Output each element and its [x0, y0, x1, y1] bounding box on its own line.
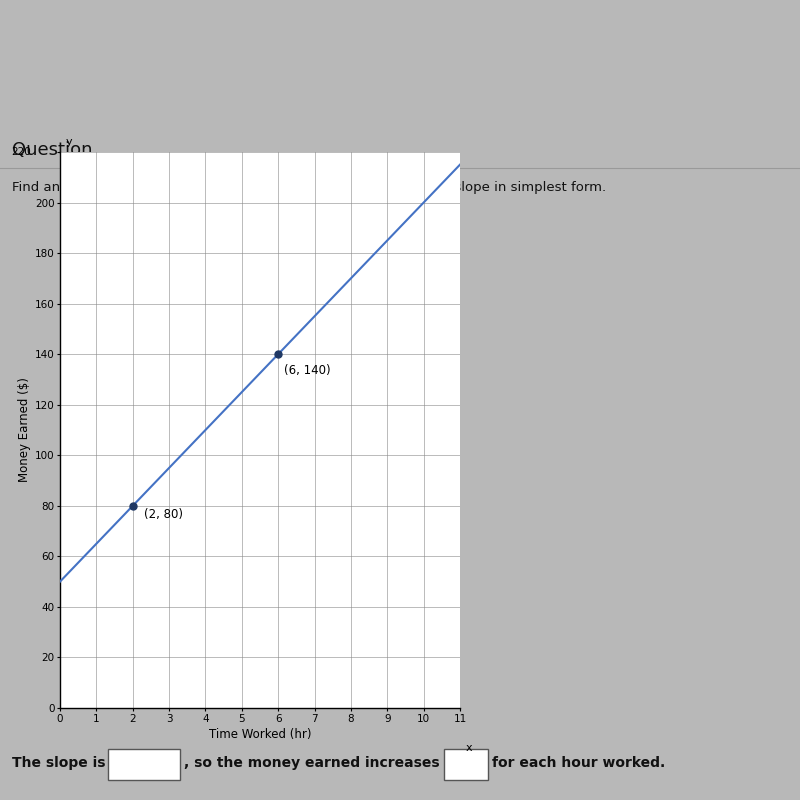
Text: Question: Question [12, 141, 93, 159]
FancyBboxPatch shape [444, 750, 488, 780]
Text: Find and interpret the slope for the real-world situation. Enter the slope in si: Find and interpret the slope for the rea… [12, 182, 606, 194]
Text: 220: 220 [11, 147, 31, 157]
Text: y: y [66, 137, 72, 147]
Y-axis label: Money Earned ($): Money Earned ($) [18, 378, 30, 482]
Text: for each hour worked.: for each hour worked. [492, 756, 666, 770]
Text: (6, 140): (6, 140) [284, 364, 330, 378]
Text: (2, 80): (2, 80) [144, 509, 182, 522]
X-axis label: Time Worked (hr): Time Worked (hr) [209, 728, 311, 741]
Text: x: x [466, 743, 472, 754]
Text: , so the money earned increases by $: , so the money earned increases by $ [184, 756, 478, 770]
FancyBboxPatch shape [108, 750, 180, 780]
Text: The slope is: The slope is [12, 756, 106, 770]
